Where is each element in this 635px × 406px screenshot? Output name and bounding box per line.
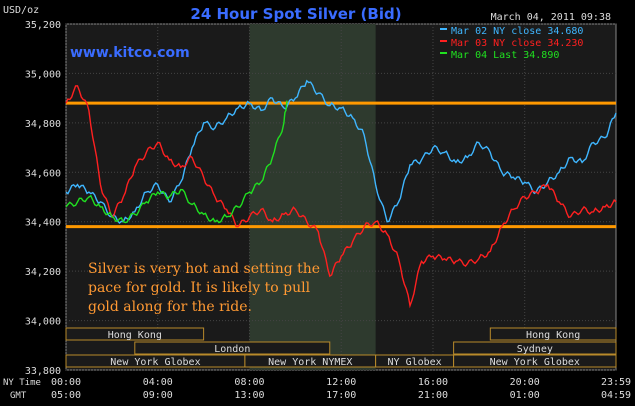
series-line-1 [65,79,617,224]
series-line-3 [65,100,288,224]
session-bar [453,341,617,355]
nymex-highlight-band [249,24,376,370]
x-tick-label-gmt: 05:00 [51,390,81,401]
x-row1-label: NY Time [3,378,41,388]
legend-swatch [440,52,447,54]
x-tick-label-gmt: 21:00 [418,390,448,401]
series-line-2 [65,85,617,309]
session-label: New York Globex [110,357,200,368]
session-bars: Hong Kong Hong Kong London Sydney New York G… [65,327,617,368]
x-tick-label-gmt: 09:00 [143,390,173,401]
reference-lines [66,101,616,229]
x-tick-label-ny: 00:00 [51,377,81,388]
x-tick-label-ny: 12:00 [326,377,356,388]
session-bar [489,327,617,341]
x-tick-label-ny: 16:00 [418,377,448,388]
x-tick-label-ny: 20:00 [510,377,540,388]
session-label: Sydney [517,344,553,355]
session-label: London [214,344,250,355]
grid-lines [65,23,616,371]
session-bar [134,341,331,355]
y-tick-label: 34,600 [25,168,61,179]
y-tick-label: 34,400 [25,218,61,229]
x-tick-label-gmt: 04:59 [601,390,631,401]
session-label: New York Globex [490,357,580,368]
y-tick-label: 34,800 [25,119,61,130]
session-label: NY Globex [388,357,442,368]
legend-entry: Mar 04 Last 34.890 [451,50,559,61]
annotation-line-1: Silver is very hot and setting the [88,261,320,277]
x-row2-label: GMT [10,391,27,401]
session-label: Hong Kong [526,330,580,341]
session-bar [453,354,617,368]
y-tick-label: 34,000 [25,317,61,328]
annotation: Silver is very hot and setting the pace … [88,261,320,315]
y-tick-label: 35,000 [25,69,61,80]
x-tick-label-gmt: 01:00 [510,390,540,401]
x-tick-label-ny: 04:00 [143,377,173,388]
session-bar [65,327,205,341]
y-tick-labels: 35,200 35,000 34,800 34,600 34,400 34,200 34,0… [25,20,61,377]
series-lines [65,79,617,309]
y-tick-label: 33,800 [25,366,61,377]
timestamp: March 04, 2011 09:38 [491,12,611,23]
x-tick-label-ny: 08:00 [234,377,264,388]
annotation-line-3: gold along for the ride. [88,299,252,315]
chart-title: 24 Hour Spot Silver (Bid) [190,5,401,23]
session-label: New York NYMEX [268,357,352,368]
y-tick-label: 34,200 [25,267,61,278]
y-tick-label: 35,200 [25,20,61,31]
session-label: Hong Kong [108,330,162,341]
legend-entry: Mar 03 NY close 34.230 [451,38,583,49]
x-tick-labels: 00:00 04:00 08:00 12:00 16:00 20:00 23:59 05:00… [51,377,631,401]
legend-swatch [440,28,447,30]
unit-label: USD/oz [3,5,39,16]
watermark: www.kitco.com [70,45,190,61]
legend-swatch [440,40,447,42]
legend-entry: Mar 02 NY close 34.680 [451,26,583,37]
x-tick-label-gmt: 17:00 [326,390,356,401]
x-tick-label-ny: 23:59 [601,377,631,388]
annotation-line-2: pace for gold. It is likely to pull [88,280,311,296]
x-tick-label-gmt: 13:00 [234,390,264,401]
